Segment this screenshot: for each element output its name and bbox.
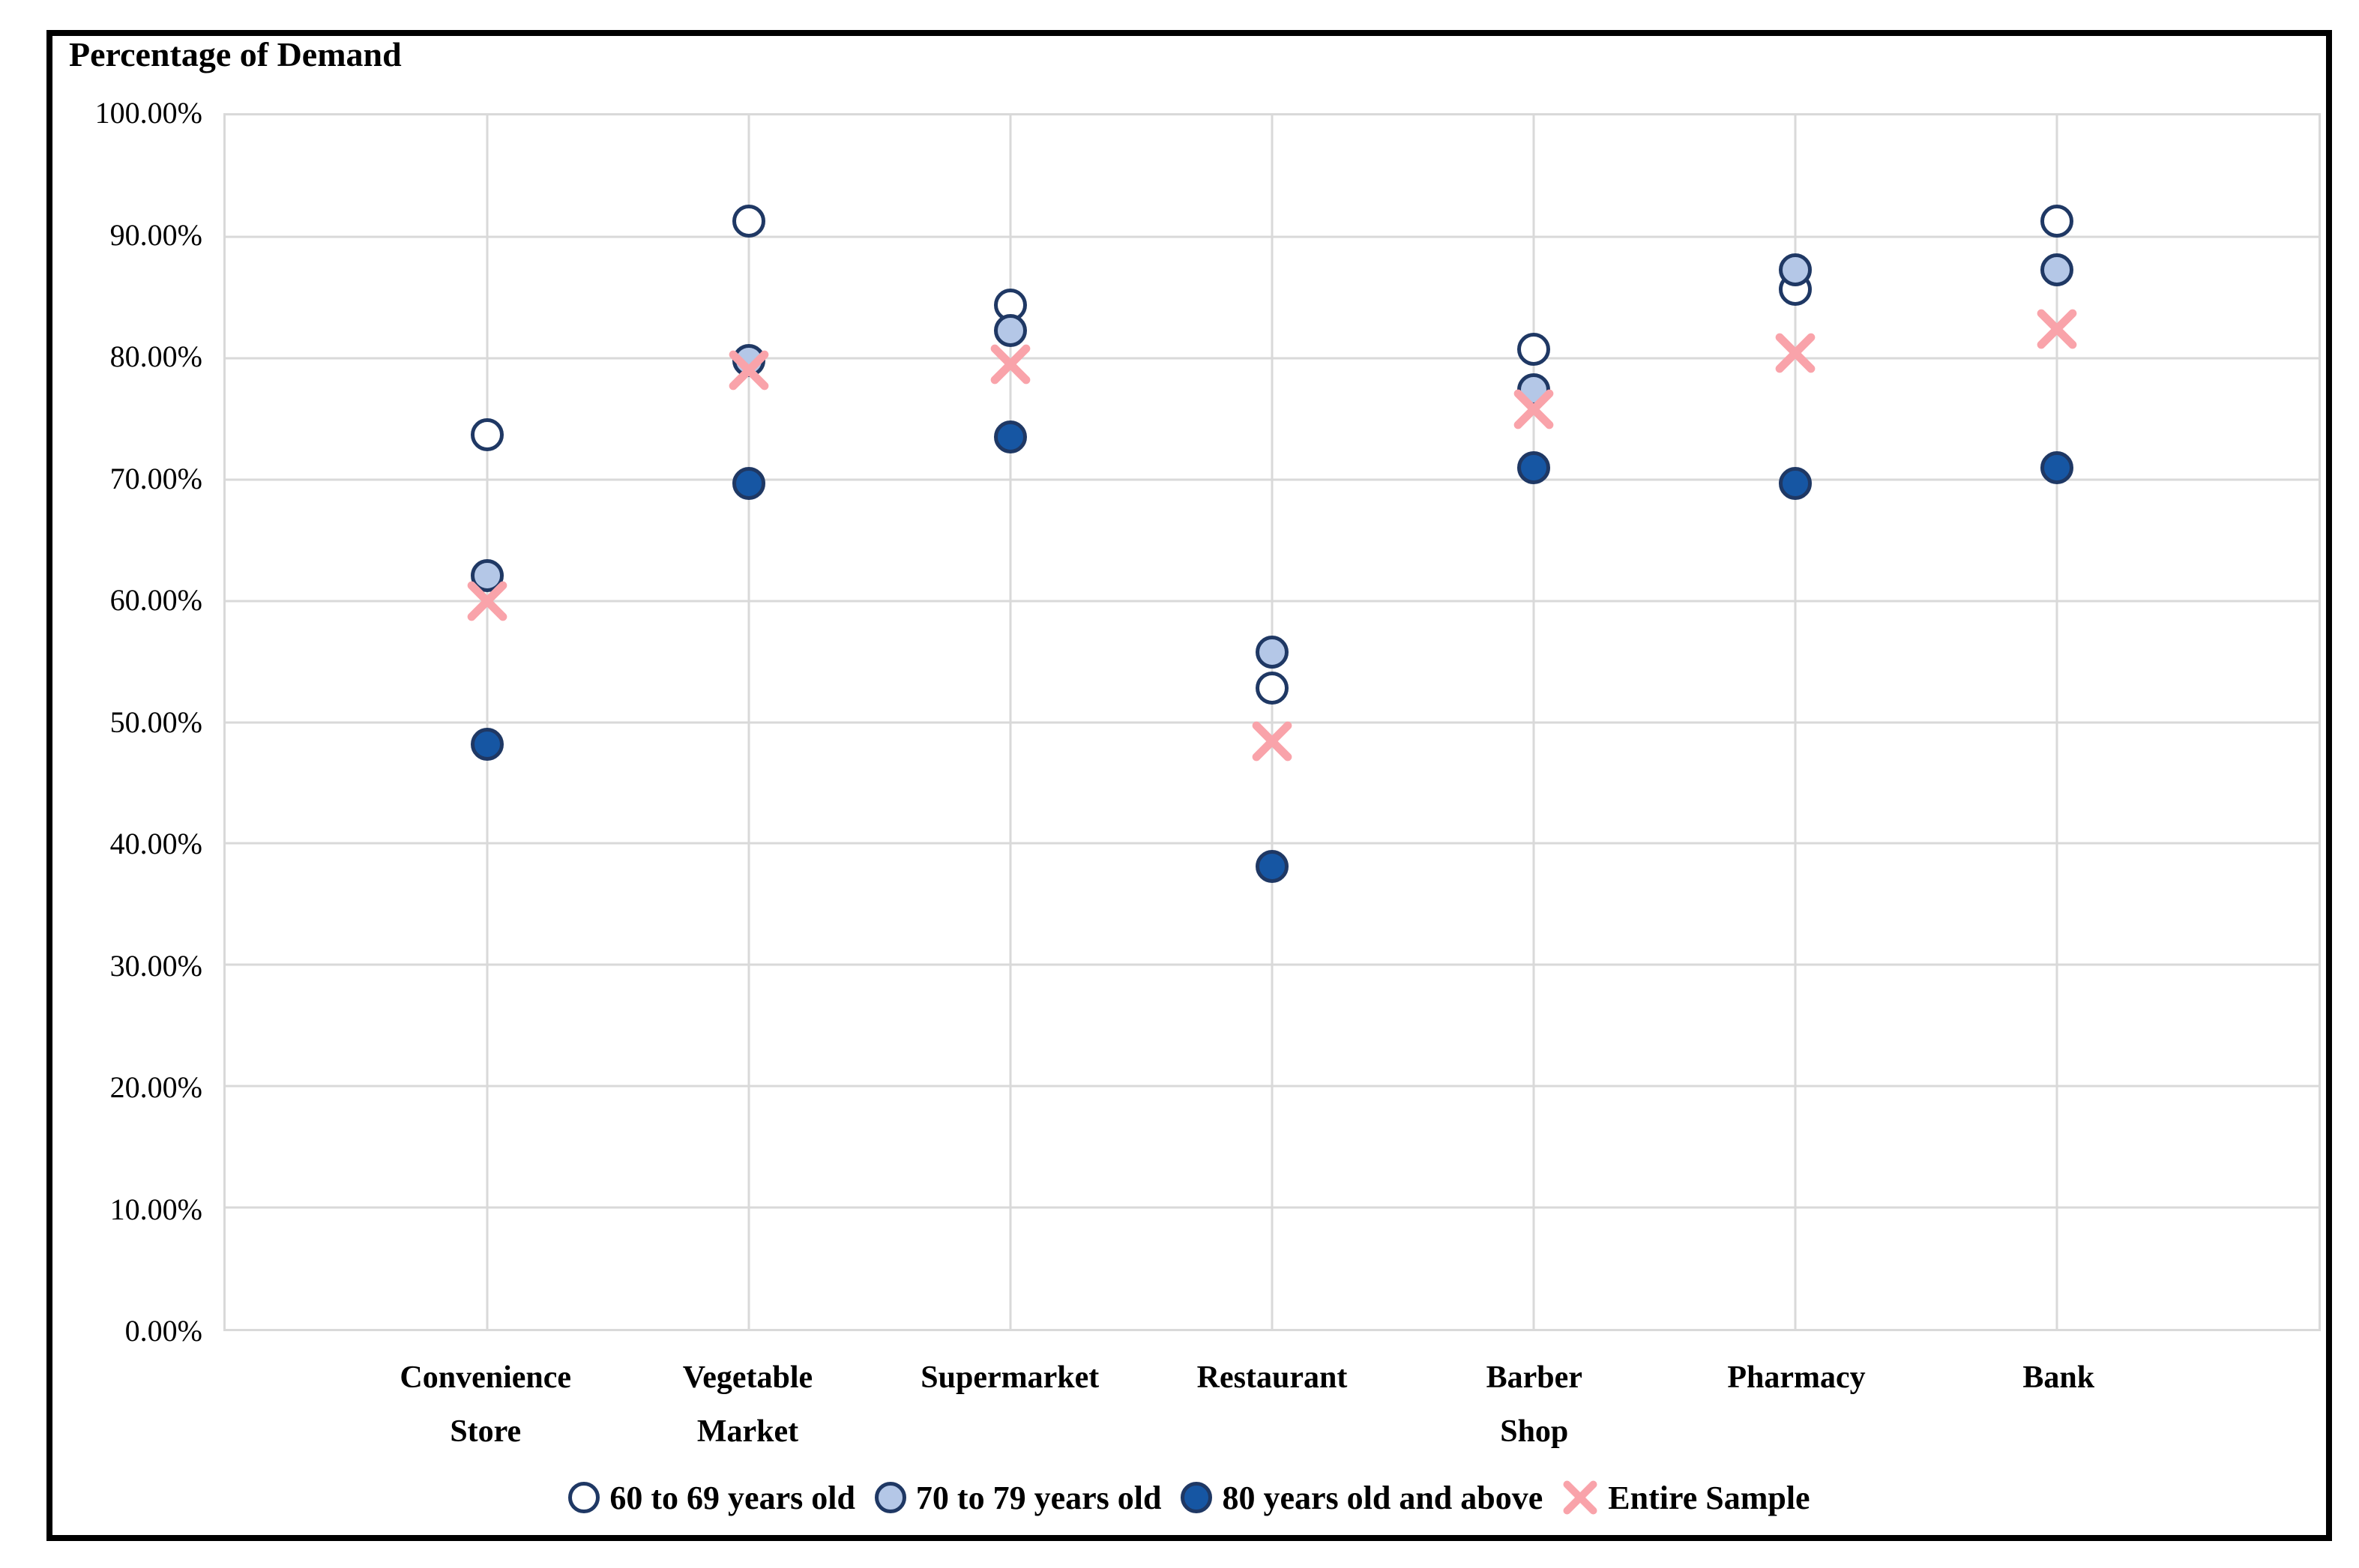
legend-item: 60 to 69 years old [568,1479,855,1517]
x-axis-category-label: Convenience Store [400,1360,572,1449]
data-point-marker [466,580,508,622]
data-point-marker [1513,388,1555,430]
legend-item-label: Entire Sample [1608,1479,1810,1516]
legend-item-label: 60 to 69 years old [609,1479,855,1516]
data-point-marker [1774,332,1816,374]
data-point-marker [989,343,1031,385]
y-axis-tick-label: 70.00% [109,461,202,495]
gridline-vertical [1532,115,1535,1329]
y-axis-tick-label: 30.00% [109,948,202,983]
y-axis-tick-label: 90.00% [109,217,202,252]
legend-item: 80 years old and above [1181,1479,1543,1517]
legend: 60 to 69 years old 70 to 79 years old 80 y… [52,1471,2326,1525]
legend-item: Entire Sample [1562,1479,1810,1517]
x-axis-category-label: Supermarket [921,1360,1100,1395]
data-point-marker [2040,450,2073,484]
gridline-vertical [747,115,750,1329]
data-point-marker [2040,253,2073,286]
y-axis-tick-label: 40.00% [109,827,202,860]
data-point-marker [994,313,1027,347]
y-axis-tick-label: 80.00% [109,340,202,373]
legend-circle-marker-icon [1181,1482,1213,1513]
y-axis-tick-label: 10.00% [109,1192,202,1226]
y-axis-tick-label: 20.00% [109,1070,202,1104]
data-point-marker [732,466,765,500]
gridline-vertical [1009,115,1012,1329]
legend-item-label: 70 to 79 years old [915,1479,1162,1516]
y-axis-tick-label: 50.00% [109,705,202,739]
legend-circle-marker-icon [874,1482,906,1513]
legend-x-marker-icon [1562,1480,1598,1516]
y-axis-tick-label: 60.00% [109,583,202,617]
x-axis-category-label: Vegetable Market [682,1360,813,1449]
data-point-marker [994,420,1027,454]
gridline-vertical [1794,115,1797,1329]
data-point-marker [1256,672,1289,705]
data-point-marker [2036,308,2078,350]
data-point-marker [471,727,504,761]
plot-area [223,113,2321,1331]
x-axis-category-label: Pharmacy [1727,1360,1866,1395]
data-point-marker [1256,850,1289,884]
gridline-vertical [2055,115,2058,1329]
data-point-marker [471,417,504,451]
data-point-marker [2040,204,2073,238]
data-point-marker [1251,720,1293,762]
x-axis-category-label: Barber Shop [1486,1360,1582,1449]
data-point-marker [728,349,770,391]
data-point-marker [1256,635,1289,669]
data-point-marker [1779,466,1812,500]
legend-item: 70 to 79 years old [874,1479,1162,1517]
x-axis-category-label: Restaurant [1196,1360,1348,1395]
data-point-marker [1517,333,1550,367]
data-point-marker [1517,450,1550,484]
y-axis-tick-label: 100.00% [94,96,202,130]
chart-title: Percentage of Demand [69,35,402,73]
gridline-vertical [486,115,489,1329]
gridline-vertical [1271,115,1274,1329]
x-axis-category-label: Bank [2022,1360,2095,1395]
data-point-marker [1779,253,1812,286]
data-point-marker [732,204,765,238]
legend-item-label: 80 years old and above [1222,1479,1543,1516]
legend-circle-marker-icon [568,1482,600,1513]
y-axis-tick-label: 0.00% [124,1314,202,1348]
